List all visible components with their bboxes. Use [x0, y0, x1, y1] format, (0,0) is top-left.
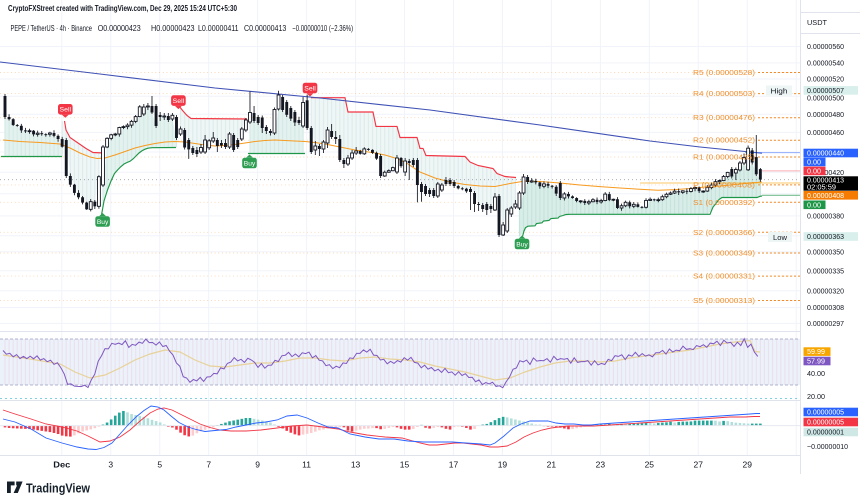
svg-text:20.00: 20.00	[807, 392, 825, 401]
svg-text:S3 (0.00000349): S3 (0.00000349)	[693, 251, 755, 258]
svg-text:C0.00000413: C0.00000413	[244, 24, 287, 33]
svg-text:13: 13	[351, 460, 361, 470]
svg-text:0.00000380: 0.00000380	[807, 212, 844, 221]
svg-text:Buy: Buy	[516, 241, 528, 248]
svg-text:R3 (0.00000476): R3 (0.00000476)	[693, 115, 755, 122]
svg-text:0.00000507: 0.00000507	[807, 86, 844, 95]
svg-text:0.00000005: 0.00000005	[807, 408, 844, 417]
svg-text:21: 21	[547, 460, 557, 470]
svg-text:17: 17	[449, 460, 459, 470]
svg-text:0.00000308: 0.00000308	[807, 303, 844, 312]
svg-text:0.00: 0.00	[807, 158, 821, 167]
svg-text:0.00: 0.00	[807, 167, 821, 176]
svg-text:7: 7	[206, 460, 211, 470]
svg-text:40.00: 40.00	[807, 369, 825, 378]
svg-text:59.99: 59.99	[807, 347, 825, 356]
svg-text:29: 29	[743, 460, 753, 470]
svg-text:R4 (0.00000503): R4 (0.00000503)	[693, 91, 755, 98]
svg-text:5: 5	[157, 460, 162, 470]
svg-text:0.00000413: 0.00000413	[807, 175, 844, 184]
svg-text:Sell: Sell	[60, 107, 72, 114]
svg-text:0.00000520: 0.00000520	[807, 75, 844, 84]
svg-text:0.00000297: 0.00000297	[807, 319, 844, 328]
svg-text:TradingView: TradingView	[26, 482, 90, 496]
svg-text:57.99: 57.99	[807, 357, 825, 366]
svg-text:Low: Low	[773, 233, 788, 242]
svg-text:25: 25	[645, 460, 655, 470]
svg-text:Sell: Sell	[304, 85, 316, 92]
svg-text:High: High	[771, 87, 788, 96]
svg-text:O0.00000423: O0.00000423	[98, 24, 141, 33]
svg-text:0.00000363: 0.00000363	[807, 232, 844, 241]
svg-text:3: 3	[108, 460, 113, 470]
svg-text:S5 (0.00000313): S5 (0.00000313)	[693, 298, 755, 305]
svg-text:02:05:59: 02:05:59	[807, 183, 836, 192]
svg-text:0.00000350: 0.00000350	[807, 247, 844, 256]
svg-text:11: 11	[302, 460, 311, 470]
svg-text:Dec: Dec	[53, 460, 70, 470]
svg-text:Sell: Sell	[173, 98, 185, 105]
svg-text:0.00000440: 0.00000440	[807, 149, 844, 158]
svg-text:0.00000460: 0.00000460	[807, 128, 844, 137]
svg-text:19: 19	[498, 460, 508, 470]
svg-text:USDT: USDT	[807, 18, 827, 27]
svg-text:L0.00000411: L0.00000411	[198, 24, 239, 33]
svg-text:CryptoFXStreet created with Tr: CryptoFXStreet created with TradingView.…	[8, 4, 237, 13]
svg-text:0.00000408: 0.00000408	[807, 191, 844, 200]
svg-text:Buy: Buy	[244, 160, 256, 167]
svg-text:S2 (0.00000366): S2 (0.00000366)	[693, 230, 755, 237]
svg-text:0.00000560: 0.00000560	[807, 42, 844, 51]
svg-text:0.00000480: 0.00000480	[807, 110, 844, 119]
svg-text:9: 9	[255, 460, 260, 470]
svg-text:S4 (0.00000331): S4 (0.00000331)	[693, 274, 755, 281]
svg-text:R5 (0.00000528): R5 (0.00000528)	[693, 70, 755, 77]
svg-text:23: 23	[596, 460, 606, 470]
svg-text:0.00000001: 0.00000001	[807, 428, 844, 437]
svg-text:−0.00000010: −0.00000010	[807, 442, 848, 451]
svg-text:P (0.00000408): P (0.00000408)	[693, 182, 755, 189]
svg-text:S1 (0.00000392): S1 (0.00000392)	[693, 200, 755, 207]
svg-text:0.00: 0.00	[807, 200, 821, 209]
svg-text:0.00000500: 0.00000500	[807, 94, 844, 103]
svg-text:15: 15	[400, 460, 410, 470]
svg-text:Buy: Buy	[97, 219, 109, 226]
svg-text:R1 (0.00000435): R1 (0.00000435)	[693, 155, 755, 162]
svg-text:−0.00000010 (−2.36%): −0.00000010 (−2.36%)	[292, 24, 353, 33]
svg-text:R2 (0.00000452): R2 (0.00000452)	[693, 138, 755, 145]
svg-text:0.00000005: 0.00000005	[807, 418, 844, 427]
svg-text:PEPE / TetherUS · 4h · Binance: PEPE / TetherUS · 4h · Binance	[11, 24, 93, 33]
svg-text:0.00000320: 0.00000320	[807, 286, 844, 295]
svg-text:0.00000540: 0.00000540	[807, 59, 844, 68]
svg-text:27: 27	[694, 460, 704, 470]
svg-text:H0.00000423: H0.00000423	[151, 24, 195, 33]
svg-text:0.00000335: 0.00000335	[807, 266, 844, 275]
